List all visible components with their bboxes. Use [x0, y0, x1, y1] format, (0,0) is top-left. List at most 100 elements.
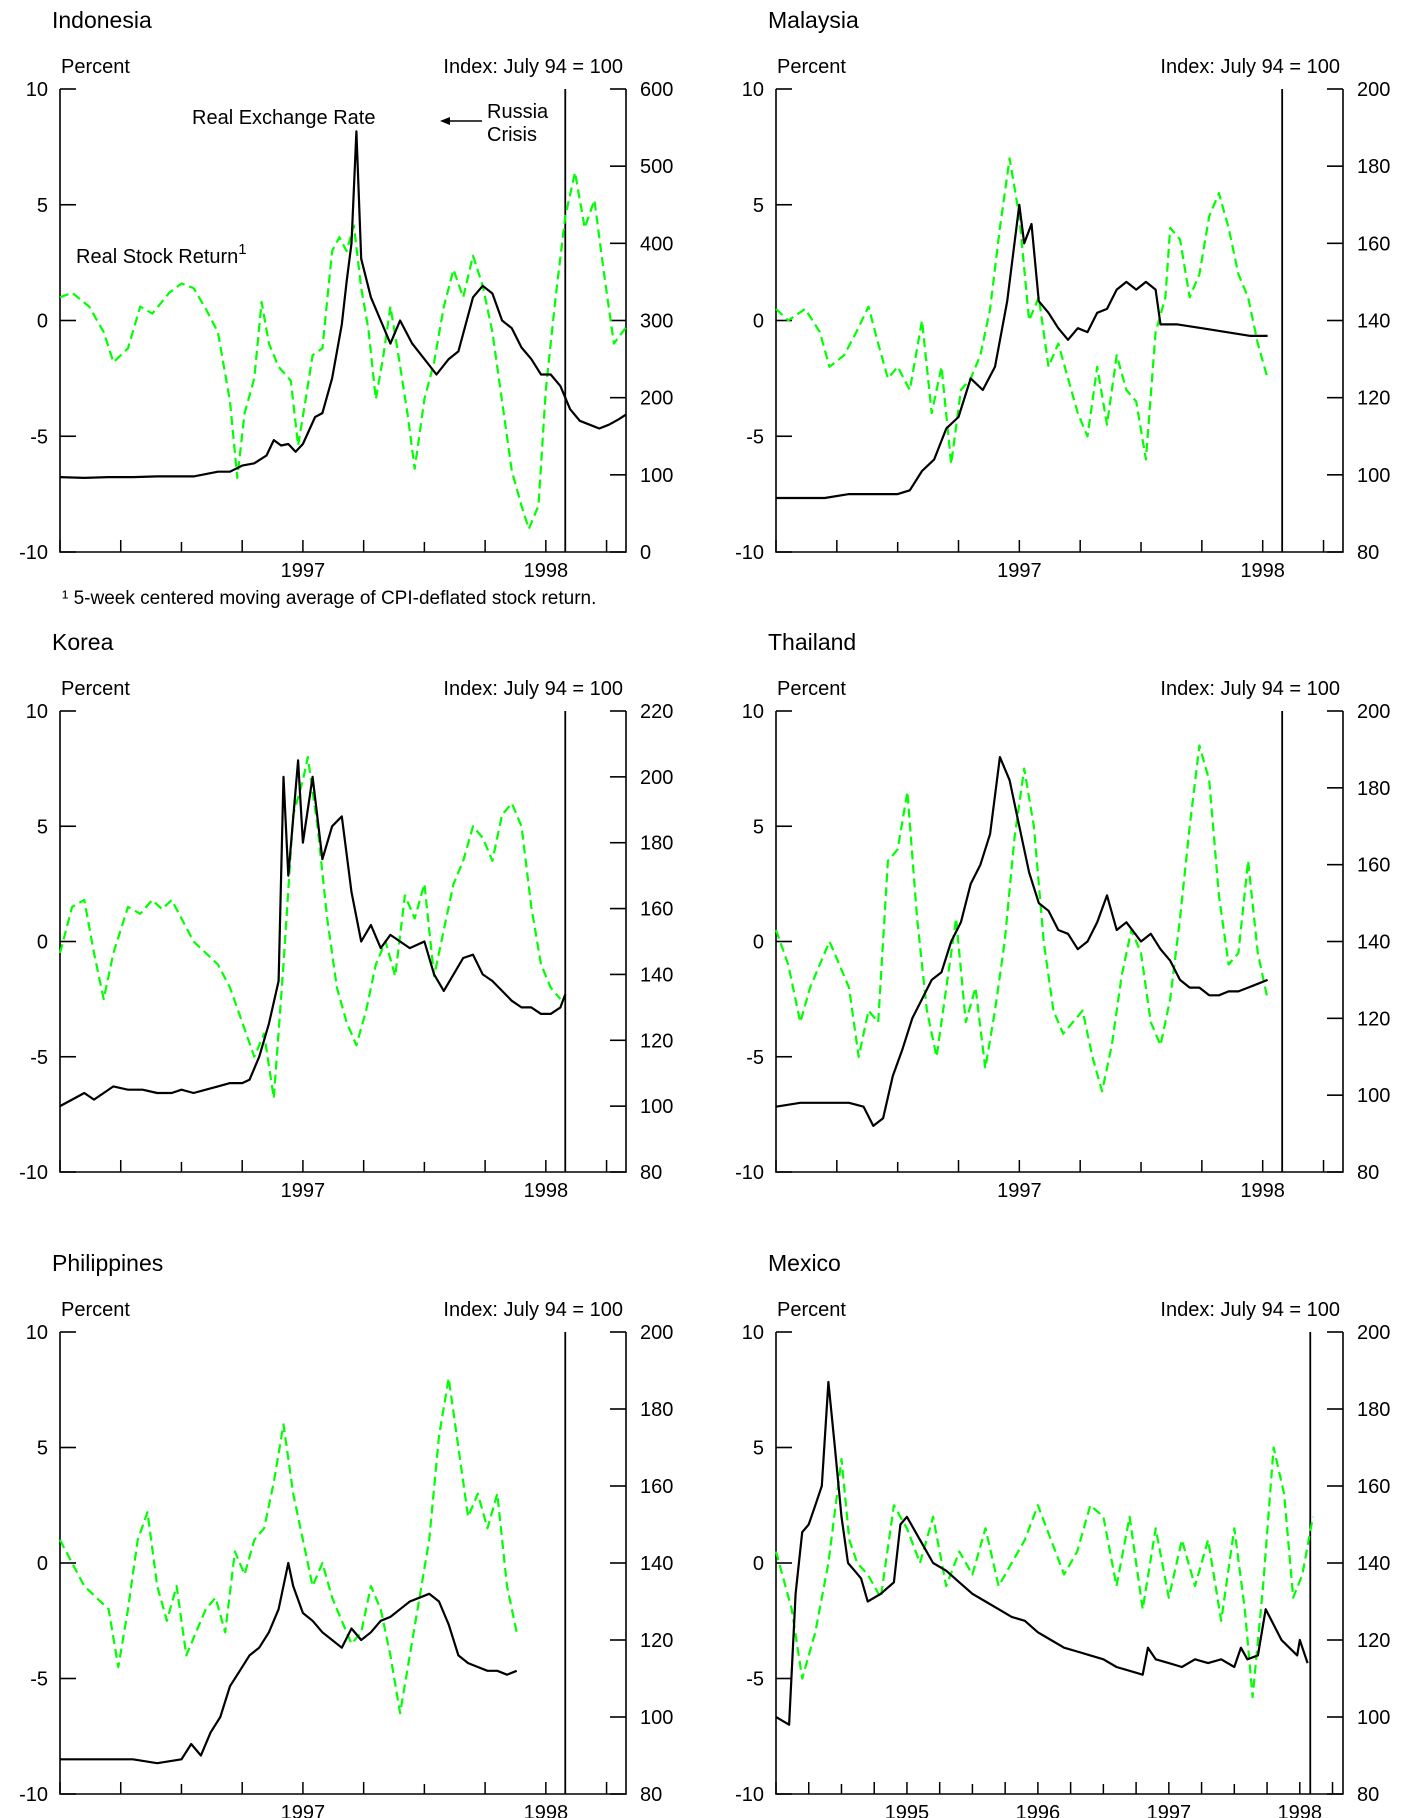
- right-tick-label: 100: [1357, 1707, 1390, 1729]
- right-tick-label: 120: [640, 1630, 673, 1652]
- x-tick-label: 1997: [1147, 1802, 1192, 1818]
- panel-title: Indonesia: [52, 7, 152, 33]
- x-tick-label: 1996: [1016, 1802, 1061, 1818]
- x-tick-label: 1998: [524, 560, 569, 582]
- left-tick-label: 0: [37, 932, 48, 954]
- real-exchange-rate-line: [59, 130, 627, 479]
- right-tick-label: 120: [1357, 1630, 1390, 1652]
- panel-mexico: Mexico Percent Index: July 94 = 100 10 5 0 -5 -…: [735, 1250, 1390, 1818]
- right-axis-label: Index: July 94 = 100: [1160, 1299, 1340, 1321]
- annotation-crisis: Crisis: [487, 124, 537, 146]
- right-tick-label: 160: [640, 899, 673, 921]
- right-tick-label: 180: [1357, 156, 1390, 178]
- left-tick-label: 5: [37, 195, 48, 217]
- annotation-russia: Russia: [487, 101, 549, 123]
- real-stock-return-line: [774, 744, 1269, 1093]
- left-tick-label: -10: [19, 1784, 48, 1806]
- panel-title: Malaysia: [768, 7, 859, 33]
- panel-title: Thailand: [768, 629, 856, 655]
- right-tick-label: 80: [640, 1784, 662, 1806]
- real-stock-return-line: [774, 1446, 1314, 1699]
- panel-thailand: Thailand Percent Index: July 94 = 100 10 5 0 -…: [735, 629, 1390, 1202]
- left-tick-label: 5: [753, 195, 764, 217]
- right-tick-label: 160: [1357, 233, 1390, 255]
- real-stock-return-line: [58, 755, 562, 1100]
- right-tick-label: 140: [1357, 932, 1390, 954]
- right-tick-label: 160: [1357, 1476, 1390, 1498]
- panel-title: Mexico: [768, 1250, 841, 1276]
- x-tick-label: 1998: [524, 1180, 569, 1202]
- panel-malaysia: Malaysia Percent Index: July 94 = 100 10 5 0 -…: [735, 7, 1390, 582]
- x-tick-label: 1998: [524, 1802, 569, 1818]
- annotation-real-stock-return: Real Stock Return1: [76, 241, 247, 268]
- left-tick-label: 10: [26, 79, 48, 101]
- axis-frame: [59, 1332, 627, 1795]
- right-tick-label: 220: [640, 701, 673, 723]
- x-tick-label: 1997: [281, 1180, 326, 1202]
- right-tick-label: 140: [640, 1553, 673, 1575]
- left-tick-label: -10: [735, 542, 764, 564]
- left-tick-label: 5: [753, 816, 764, 838]
- right-tick-label: 160: [1357, 855, 1390, 877]
- left-tick-label: 10: [26, 701, 48, 723]
- right-tick-label: 200: [1357, 1322, 1390, 1344]
- panel-philippines: Philippines Percent Index: July 94 = 100 10…: [19, 1250, 673, 1818]
- right-tick-label: 200: [640, 388, 673, 410]
- right-tick-label: 140: [640, 964, 673, 986]
- panel-korea: Korea Percent Index: July 94 = 100 10 5 0 -5 -1…: [19, 629, 673, 1202]
- right-tick-label: 120: [640, 1030, 673, 1052]
- left-tick-label: 10: [742, 701, 764, 723]
- right-axis-label: Index: July 94 = 100: [443, 1299, 623, 1321]
- right-tick-label: 120: [1357, 388, 1390, 410]
- real-exchange-rate-line: [60, 1561, 518, 1765]
- left-tick-label: -10: [19, 542, 48, 564]
- left-tick-label: -10: [19, 1162, 48, 1184]
- left-tick-label: 0: [753, 1553, 764, 1575]
- annotation-real-exchange-rate: Real Exchange Rate: [192, 107, 375, 129]
- right-tick-label: 180: [1357, 778, 1390, 800]
- right-tick-label: 200: [640, 1322, 673, 1344]
- right-tick-label: 160: [640, 1476, 673, 1498]
- right-axis-label: Index: July 94 = 100: [1160, 678, 1340, 700]
- left-tick-label: 5: [753, 1438, 764, 1460]
- footnote-marker: 1: [238, 241, 246, 258]
- arrow-head: [440, 117, 450, 125]
- real-exchange-rate-line: [59, 759, 567, 1108]
- left-axis-label: Percent: [61, 1299, 130, 1321]
- left-axis-label: Percent: [777, 1299, 846, 1321]
- right-tick-label: 80: [1357, 1784, 1379, 1806]
- left-tick-label: 10: [742, 1322, 764, 1344]
- panel-title: Philippines: [52, 1250, 163, 1276]
- right-tick-label: 200: [1357, 701, 1390, 723]
- right-tick-label: 140: [1357, 311, 1390, 333]
- right-tick-label: 100: [640, 1096, 673, 1118]
- x-tick-label: 1998: [1278, 1802, 1323, 1818]
- left-tick-label: 0: [753, 311, 764, 333]
- right-tick-label: 100: [1357, 1085, 1390, 1107]
- left-axis-label: Percent: [61, 56, 130, 78]
- x-tick-label: 1997: [997, 1180, 1042, 1202]
- left-tick-label: 0: [753, 932, 764, 954]
- axis-frame: [775, 711, 1344, 1173]
- left-tick-label: 10: [742, 79, 764, 101]
- left-axis-label: Percent: [61, 678, 130, 700]
- right-tick-label: 100: [640, 1707, 673, 1729]
- real-stock-return-line: [59, 1377, 518, 1715]
- x-tick-label: 1995: [885, 1802, 930, 1818]
- right-tick-label: 400: [640, 233, 673, 255]
- right-tick-label: 180: [640, 1399, 673, 1421]
- right-tick-label: 500: [640, 156, 673, 178]
- axis-frame: [59, 711, 627, 1173]
- right-tick-label: 80: [1357, 1162, 1379, 1184]
- real-stock-return-line: [59, 171, 627, 531]
- real-exchange-rate-line: [775, 1380, 1309, 1726]
- right-tick-label: 200: [640, 767, 673, 789]
- right-tick-label: 100: [640, 465, 673, 487]
- left-tick-label: -5: [746, 1669, 764, 1691]
- left-tick-label: 5: [37, 816, 48, 838]
- x-tick-label: 1997: [281, 560, 326, 582]
- right-tick-label: 80: [640, 1162, 662, 1184]
- x-tick-label: 1997: [997, 560, 1042, 582]
